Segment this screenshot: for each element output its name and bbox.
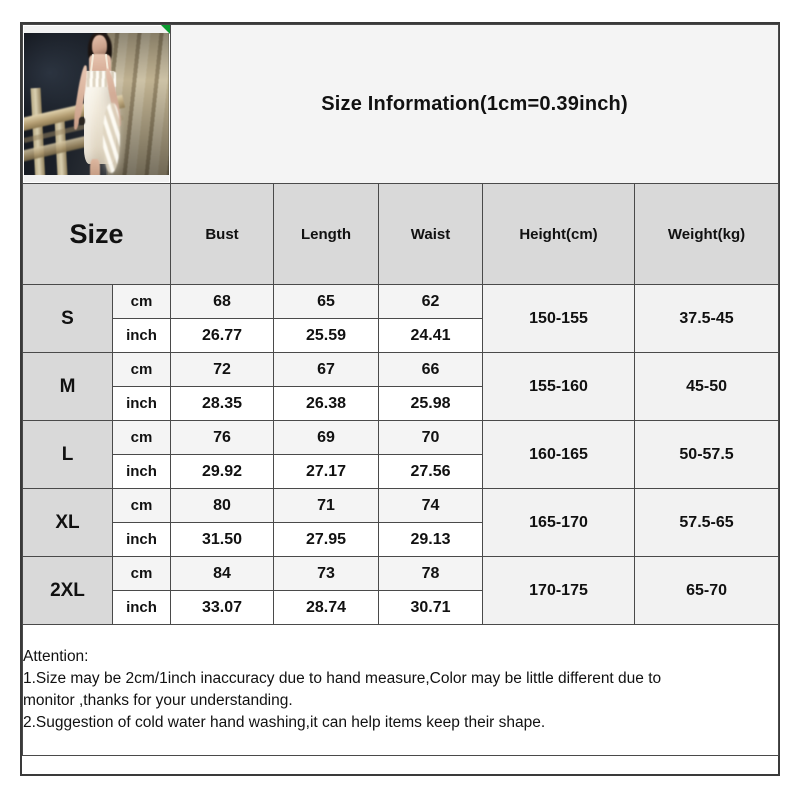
bust-inch: 29.92 — [170, 454, 274, 489]
length-inch: 27.95 — [273, 522, 379, 557]
header-bust: Bust — [170, 183, 274, 285]
product-photo-cell — [22, 24, 171, 184]
waist-inch: 25.98 — [378, 386, 483, 421]
bust-cm: 72 — [170, 352, 274, 387]
unit-label-cm: cm — [112, 352, 171, 387]
height-value: 150-155 — [482, 284, 635, 353]
banner-row: Size Information(1cm=0.39inch) — [22, 24, 780, 184]
weight-value: 37.5-45 — [633, 284, 780, 353]
weight-value: 50-57.5 — [633, 420, 780, 489]
waist-cm: 70 — [378, 420, 483, 455]
length-inch: 27.17 — [273, 454, 379, 489]
photo-bottom-band — [24, 175, 169, 182]
chart-title: Size Information(1cm=0.39inch) — [169, 24, 780, 184]
bust-cm: 68 — [170, 284, 274, 319]
table-row: M cm 72 67 66 155-160 45-50 — [22, 352, 780, 421]
header-size: Size — [22, 183, 171, 285]
waist-inch: 29.13 — [378, 522, 483, 557]
waist-inch: 27.56 — [378, 454, 483, 489]
unit-label-inch: inch — [112, 590, 171, 625]
unit-label-inch: inch — [112, 318, 171, 353]
table-header-row: Size Bust Length Waist Height(cm) Weight… — [22, 183, 780, 285]
header-length: Length — [273, 183, 379, 285]
waist-cm: 78 — [378, 556, 483, 591]
size-label: S — [22, 284, 113, 353]
length-inch: 25.59 — [273, 318, 379, 353]
unit-label-cm: cm — [112, 284, 171, 319]
attention-note-1: 1.Size may be 2cm/1inch inaccuracy due t… — [23, 670, 662, 687]
attention-heading: Attention: — [23, 648, 89, 665]
model-figure — [71, 30, 123, 182]
length-inch: 26.38 — [273, 386, 379, 421]
bust-inch: 33.07 — [170, 590, 274, 625]
unit-label-inch: inch — [112, 454, 171, 489]
model-leg — [89, 158, 101, 182]
size-label: L — [22, 420, 113, 489]
weight-value: 45-50 — [633, 352, 780, 421]
unit-label-inch: inch — [112, 386, 171, 421]
waist-inch: 24.41 — [378, 318, 483, 353]
size-information-table: Size Information(1cm=0.39inch) Size Bust… — [21, 24, 780, 756]
attention-note-1-cont: monitor ,thanks for your understanding. — [23, 692, 293, 709]
unit-label-inch: inch — [112, 522, 171, 557]
length-cm: 65 — [273, 284, 379, 319]
length-cm: 69 — [273, 420, 379, 455]
size-label: XL — [22, 488, 113, 557]
table-row: inch 33.07 28.74 30.71 — [23, 590, 779, 625]
table-row: XL cm 80 71 74 165-170 57.5-65 — [22, 488, 780, 557]
header-height: Height(cm) — [482, 183, 635, 285]
header-weight: Weight(kg) — [633, 183, 780, 285]
size-label: M — [22, 352, 113, 421]
bust-cm: 84 — [170, 556, 274, 591]
bust-inch: 28.35 — [170, 386, 274, 421]
waist-cm: 66 — [378, 352, 483, 387]
size-label: 2XL — [22, 556, 113, 625]
waist-cm: 74 — [378, 488, 483, 523]
attention-block: Attention: 1.Size may be 2cm/1inch inacc… — [21, 624, 780, 756]
length-cm: 73 — [273, 556, 379, 591]
weight-value: 65-70 — [633, 556, 780, 625]
table-row: inch 26.77 25.59 24.41 — [23, 318, 779, 353]
length-cm: 71 — [273, 488, 379, 523]
unit-label-cm: cm — [112, 420, 171, 455]
table-row: L cm 76 69 70 160-165 50-57.5 — [22, 420, 780, 489]
bust-cm: 80 — [170, 488, 274, 523]
weight-value: 57.5-65 — [633, 488, 780, 557]
green-corner-marker-icon — [161, 25, 170, 34]
bust-cm: 76 — [170, 420, 274, 455]
length-inch: 28.74 — [273, 590, 379, 625]
table-row: inch 31.50 27.95 29.13 — [23, 522, 779, 557]
header-waist: Waist — [378, 183, 483, 285]
attention-row: Attention: 1.Size may be 2cm/1inch inacc… — [21, 624, 780, 756]
unit-label-cm: cm — [112, 488, 171, 523]
waist-inch: 30.71 — [378, 590, 483, 625]
model-head — [92, 35, 108, 58]
product-photo — [24, 26, 169, 182]
height-value: 155-160 — [482, 352, 635, 421]
height-value: 170-175 — [482, 556, 635, 625]
bust-inch: 26.77 — [170, 318, 274, 353]
unit-label-cm: cm — [112, 556, 171, 591]
height-value: 165-170 — [482, 488, 635, 557]
feather-accessory — [102, 102, 121, 174]
photo-top-band — [24, 26, 169, 33]
height-value: 160-165 — [482, 420, 635, 489]
table-row: 2XL cm 84 73 78 170-175 65-70 — [22, 556, 780, 625]
attention-note-2: 2.Suggestion of cold water hand washing,… — [23, 714, 546, 731]
waist-cm: 62 — [378, 284, 483, 319]
table-row: S cm 68 65 62 150-155 37.5-45 — [22, 284, 780, 353]
wrist-watch — [79, 117, 86, 125]
bust-inch: 31.50 — [170, 522, 274, 557]
size-chart-container: Size Information(1cm=0.39inch) Size Bust… — [20, 22, 780, 776]
length-cm: 67 — [273, 352, 379, 387]
